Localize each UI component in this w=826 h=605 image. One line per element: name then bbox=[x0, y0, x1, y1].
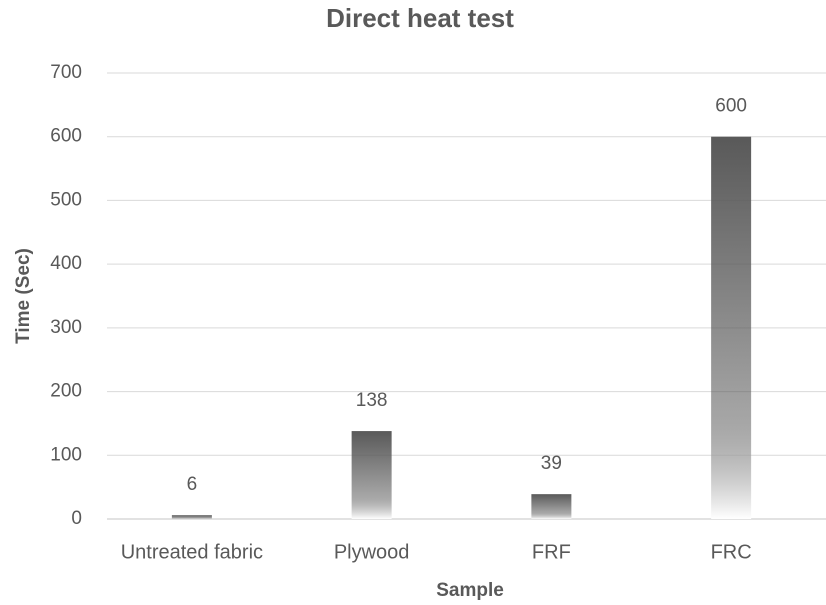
x-axis-title: Sample bbox=[436, 580, 504, 601]
y-tick-label: 400 bbox=[50, 253, 82, 274]
x-tick-label: FRC bbox=[711, 541, 752, 563]
y-tick-label: 200 bbox=[50, 381, 82, 402]
y-tick-label: 300 bbox=[50, 317, 82, 338]
bar bbox=[711, 136, 752, 519]
data-label: 6 bbox=[187, 474, 198, 495]
data-label: 138 bbox=[356, 390, 388, 411]
y-tick-label: 600 bbox=[50, 126, 82, 147]
chart-title: Direct heat test bbox=[326, 3, 514, 33]
bar bbox=[351, 431, 392, 519]
y-tick-label: 700 bbox=[50, 62, 82, 83]
x-tick-label: Untreated fabric bbox=[121, 541, 263, 563]
y-tick-label: 100 bbox=[50, 444, 82, 465]
data-label: 39 bbox=[541, 453, 562, 474]
y-tick-label: 0 bbox=[71, 508, 82, 529]
x-tick-label: FRF bbox=[532, 541, 571, 563]
x-tick-label: Plywood bbox=[334, 541, 410, 563]
bar bbox=[531, 494, 572, 519]
data-label: 600 bbox=[715, 96, 747, 117]
bar bbox=[171, 515, 212, 519]
y-axis-title: Time (Sec) bbox=[13, 248, 34, 344]
y-tick-label: 500 bbox=[50, 189, 82, 210]
